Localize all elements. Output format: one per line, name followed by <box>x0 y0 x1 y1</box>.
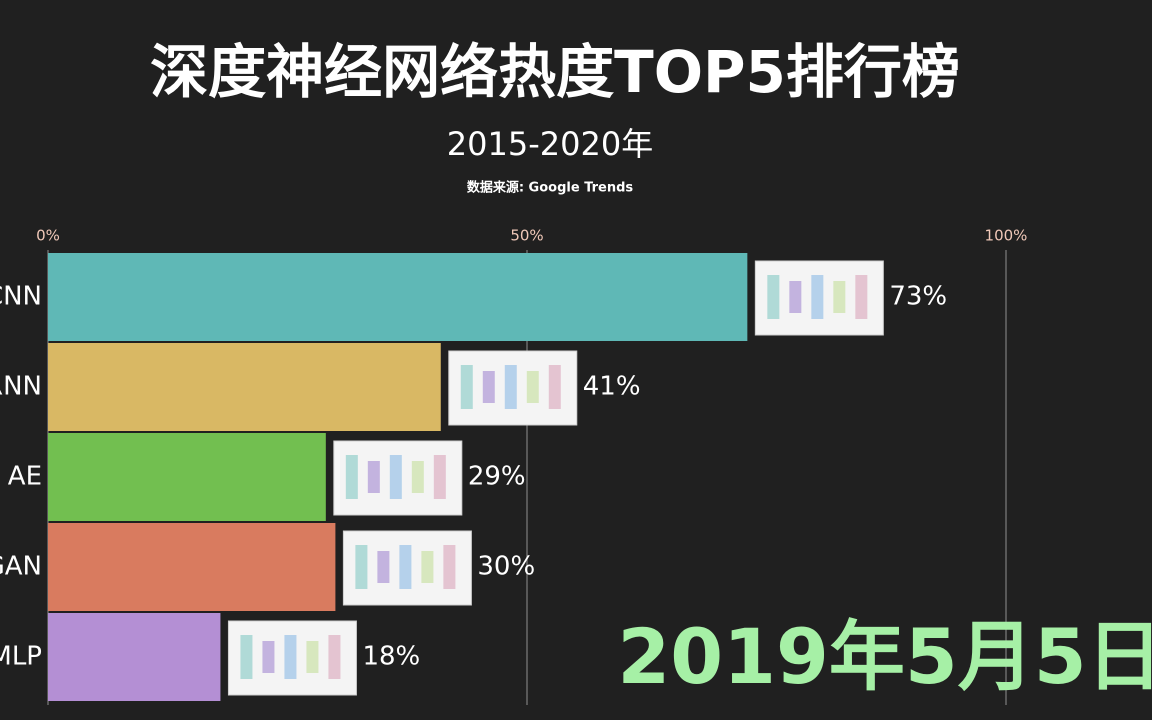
thumbnail-detail <box>389 455 402 499</box>
thumbnail-detail <box>377 551 390 583</box>
thumbnail-detail <box>421 551 434 583</box>
thumbnail-detail <box>855 275 868 319</box>
thumbnail-detail <box>284 635 297 679</box>
thumbnail-detail <box>811 275 824 319</box>
bar <box>48 433 326 521</box>
y-tick-label: GAN <box>0 552 42 582</box>
bar <box>48 613 221 701</box>
value-label: 73% <box>889 282 947 312</box>
thumbnail-detail <box>460 365 473 409</box>
value-label: 30% <box>477 552 535 582</box>
thumbnail-detail <box>399 545 412 589</box>
thumbnail-detail <box>240 635 253 679</box>
thumbnail-detail <box>355 545 368 589</box>
y-tick-label: RNN <box>0 372 42 402</box>
thumbnail-detail <box>345 455 358 499</box>
thumbnail-detail <box>411 461 424 493</box>
thumbnail-detail <box>789 281 802 313</box>
x-tick-label: 50% <box>510 227 543 245</box>
thumbnail-detail <box>767 275 780 319</box>
thumbnail-detail <box>526 371 539 403</box>
y-tick-label: MLP <box>0 642 42 672</box>
value-label: 41% <box>583 372 641 402</box>
bar <box>48 523 336 611</box>
thumbnail-detail <box>328 635 341 679</box>
chart-subtitle: 2015-2020年 <box>447 125 653 163</box>
x-tick-label: 0% <box>36 227 60 245</box>
thumbnail-detail <box>433 455 446 499</box>
thumbnail-detail <box>833 281 846 313</box>
thumbnail-detail <box>504 365 517 409</box>
bar <box>48 343 441 431</box>
y-tick-label: AE <box>8 462 42 492</box>
date-label: 2019年5月5日 <box>617 612 1152 701</box>
y-tick-label: CNN <box>0 282 42 312</box>
thumbnail-detail <box>367 461 380 493</box>
chart-title: 深度神经网络热度TOP5排行榜 <box>150 38 960 106</box>
source-note: 数据来源: Google Trends <box>467 180 634 196</box>
x-tick-label: 100% <box>985 227 1028 245</box>
value-label: 18% <box>362 642 420 672</box>
bar <box>48 253 748 341</box>
thumbnail-detail <box>306 641 319 673</box>
value-label: 29% <box>468 462 526 492</box>
thumbnail-detail <box>262 641 275 673</box>
thumbnail-detail <box>548 365 561 409</box>
thumbnail-detail <box>443 545 456 589</box>
thumbnail-detail <box>482 371 495 403</box>
